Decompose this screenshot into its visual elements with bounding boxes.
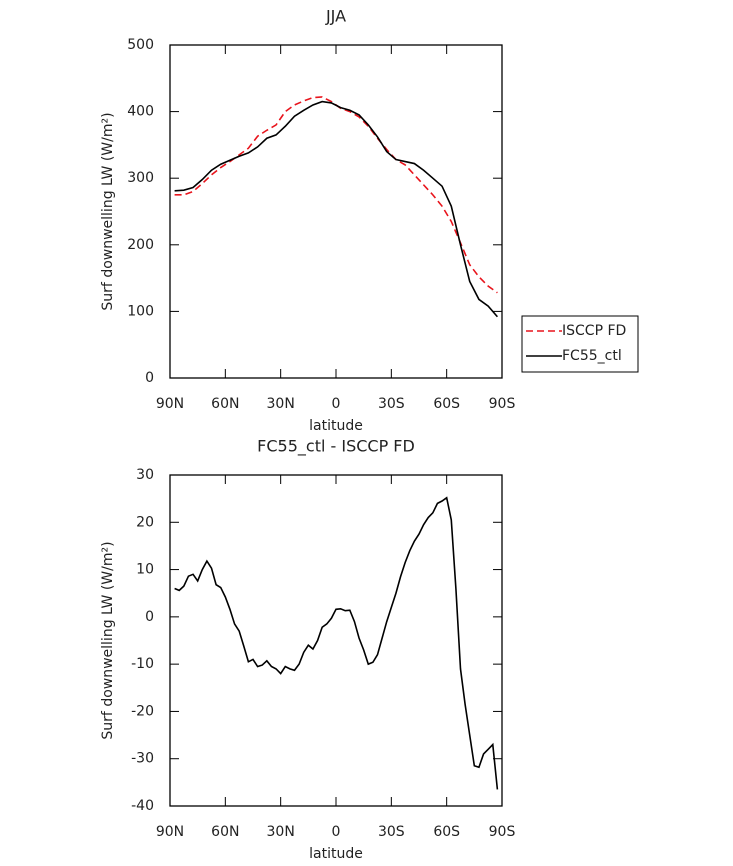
y-axis-label: Surf downwelling LW (W/m²) xyxy=(100,541,116,739)
panel: JJA latitude Surf downwelling LW (W/m²) 0 10… xyxy=(100,7,639,434)
y-tick-label: -20 xyxy=(131,703,154,719)
y-tick-label: 500 xyxy=(127,37,154,53)
x-tick-label: 30N xyxy=(267,396,295,412)
x-tick-label: 30S xyxy=(378,824,405,840)
x-tick-label: 30N xyxy=(267,824,295,840)
x-tick-label: 60N xyxy=(211,396,239,412)
legend-label: ISCCP FD xyxy=(562,323,626,339)
chart-title: FC55_ctl - ISCCP FD xyxy=(257,437,415,457)
x-tick-label: 60S xyxy=(433,396,460,412)
y-tick-label: -10 xyxy=(131,656,154,672)
y-tick-label: -30 xyxy=(131,751,154,767)
x-tick-label: 90N xyxy=(156,396,184,412)
y-tick-label: 0 xyxy=(145,609,154,625)
data-line xyxy=(174,496,499,790)
legend-label: FC55_ctl xyxy=(562,348,622,364)
x-axis-label: latitude xyxy=(309,846,363,862)
y-axis-label: Surf downwelling LW (W/m²) xyxy=(100,112,116,310)
legend: ISCCP FD FC55_ctl xyxy=(521,315,639,373)
y-tick-label: 300 xyxy=(127,170,154,186)
x-tick-label: 90N xyxy=(156,824,184,840)
legend-box xyxy=(521,315,639,373)
x-tick-label: 60N xyxy=(211,824,239,840)
x-tick-label: 0 xyxy=(332,824,341,840)
y-tick-label: 0 xyxy=(145,370,154,386)
x-tick-label: 30S xyxy=(378,396,405,412)
chart-title: JJA xyxy=(325,7,346,26)
x-tick-label: 90S xyxy=(489,824,516,840)
x-tick-label: 0 xyxy=(332,396,341,412)
x-tick-label: 90S xyxy=(489,396,516,412)
y-tick-label: 30 xyxy=(136,467,154,483)
data-line xyxy=(174,100,498,318)
y-tick-label: 400 xyxy=(127,104,154,120)
y-tick-label: -40 xyxy=(131,798,154,814)
x-axis-label: latitude xyxy=(309,418,363,434)
y-tick-label: 100 xyxy=(127,303,154,319)
y-tick-label: 10 xyxy=(136,562,154,578)
data-line xyxy=(174,96,498,294)
y-tick-label: 20 xyxy=(136,514,154,530)
panel: FC55_ctl - ISCCP FD latitude Surf downwell… xyxy=(100,437,515,863)
x-tick-label: 60S xyxy=(433,824,460,840)
y-tick-label: 200 xyxy=(127,237,154,253)
